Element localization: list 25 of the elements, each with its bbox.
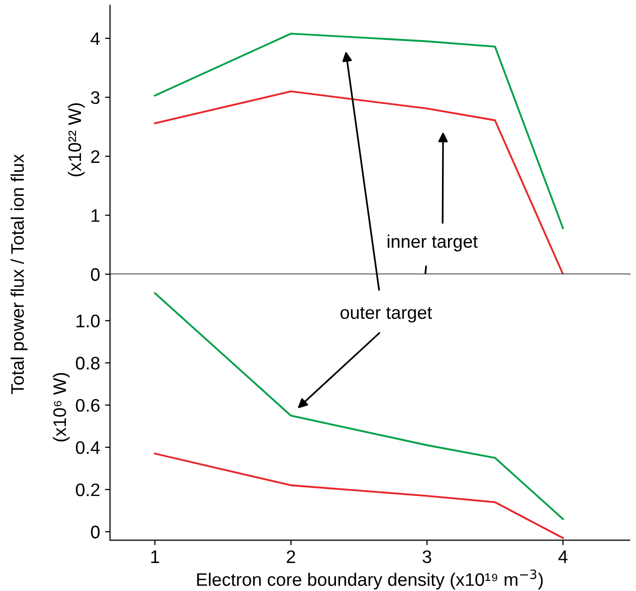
- y-tick-label: 4: [90, 32, 100, 45]
- y-tick-label: 0.8: [76, 356, 100, 370]
- line-series: [154, 90, 564, 274]
- y-axis-title: (x10⁶ W): [52, 373, 70, 442]
- y-tick-label: 2: [91, 150, 100, 163]
- annotation: outer target: [340, 307, 432, 323]
- y-tick-label: 0: [90, 268, 100, 281]
- line-series: [154, 292, 564, 520]
- line-series: [154, 452, 564, 539]
- x-tick-label: 3: [422, 550, 432, 564]
- y-tick-label: 1: [92, 209, 100, 222]
- y-tick-label: 3: [90, 91, 100, 104]
- y-tick-label: 1.0: [76, 314, 100, 328]
- x-tick-label: 1: [151, 550, 160, 563]
- text: Total power flux / Total ion flux: [10, 154, 28, 394]
- y-tick-label: 0.4: [76, 441, 100, 454]
- line-series: [154, 32, 564, 230]
- y-tick-label: 0.6: [76, 399, 100, 412]
- x-axis-title: Electron core boundary density (x10¹⁹ m$^{−3}$): [197, 570, 543, 590]
- x-tick-label: 2: [286, 550, 296, 563]
- y-tick-label: 0.2: [76, 483, 100, 496]
- annotation: inner target: [388, 234, 478, 252]
- y-tick-label: 0: [90, 526, 100, 538]
- y-axis-title: (x10²² W): [68, 103, 85, 176]
- x-tick-label: 4: [558, 550, 568, 563]
